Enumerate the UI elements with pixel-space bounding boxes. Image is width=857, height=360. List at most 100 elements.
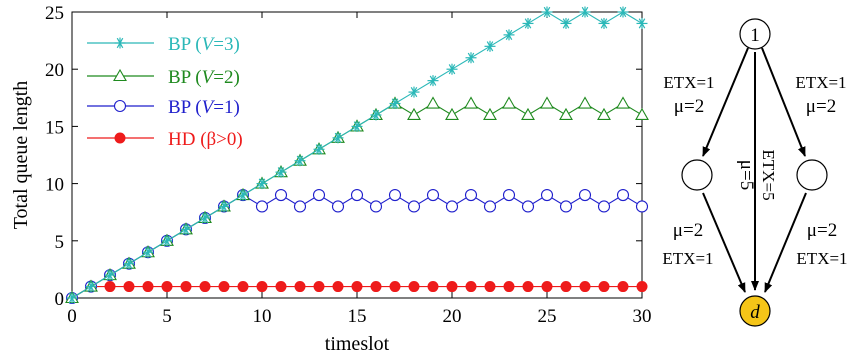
edge-label-bottom-left-mu: μ=2 [673, 220, 703, 241]
data-point [256, 178, 268, 190]
data-point [104, 281, 116, 293]
data-point [237, 189, 249, 201]
data-point [199, 212, 211, 224]
data-point [370, 281, 382, 293]
data-point [635, 200, 649, 213]
data-point [597, 107, 611, 121]
edge-right-dest [764, 192, 807, 293]
data-point [579, 6, 591, 18]
data-point [294, 281, 306, 293]
edge-label-middle-mu: μ=5 [736, 160, 757, 190]
x-tick-label: 5 [162, 306, 172, 327]
data-point [407, 107, 421, 121]
data-point [256, 281, 268, 293]
data-point [484, 40, 496, 52]
y-tick-label: 0 [55, 289, 65, 310]
y-tick-label: 10 [45, 175, 64, 196]
data-point [218, 200, 230, 212]
data-point [389, 98, 401, 110]
edge-source-left [702, 47, 749, 157]
data-point [465, 281, 477, 293]
data-point [161, 281, 173, 293]
data-point [85, 281, 97, 293]
destination-node [739, 295, 771, 327]
y-tick-label: 20 [45, 60, 64, 81]
data-point [274, 188, 288, 202]
edge-label-top-right-etx: ETX=1 [795, 73, 846, 92]
data-point [389, 281, 401, 293]
queue-length-chart: 0 5 10 15 20 25 0 5 10 15 20 25 30 timeslot Total q… [10, 3, 652, 355]
edge-source-right [761, 47, 806, 157]
data-point [275, 281, 287, 293]
data-point [351, 281, 363, 293]
data-point [559, 107, 573, 121]
data-point [503, 29, 515, 41]
data-point [617, 6, 629, 18]
data-point [427, 75, 439, 87]
data-point [540, 188, 554, 202]
data-point [161, 235, 173, 247]
data-point [483, 107, 497, 121]
data-point [521, 107, 535, 121]
data-point [199, 281, 211, 293]
data-point [332, 132, 344, 144]
data-point [522, 281, 534, 293]
edge-label-middle-etx: ETX=5 [759, 149, 778, 200]
data-point [560, 281, 572, 293]
data-point [369, 200, 383, 213]
data-point [123, 258, 135, 270]
legend-entry-2: BP (V=2) [87, 67, 240, 88]
x-tick-label: 25 [538, 306, 557, 327]
data-point [522, 17, 534, 29]
data-point [617, 281, 629, 293]
data-point [293, 200, 307, 213]
edge-label-bottom-right-mu: μ=2 [807, 220, 837, 241]
y-tick-label: 25 [45, 3, 64, 24]
data-point [180, 223, 192, 235]
data-point [142, 246, 154, 258]
y-tick-label: 5 [55, 232, 65, 253]
data-point [465, 52, 477, 64]
data-point [597, 200, 611, 213]
data-point [407, 200, 421, 213]
data-point [540, 96, 554, 109]
data-point [502, 96, 516, 109]
data-point [218, 281, 230, 293]
data-point [388, 188, 402, 202]
data-point [560, 17, 572, 29]
series-1 [66, 6, 648, 304]
edge-label-bottom-left-etx: ETX=1 [662, 249, 713, 268]
legend-entry-3: BP (V=1) [87, 97, 240, 118]
edge-left-dest [702, 192, 746, 293]
data-point [578, 188, 592, 202]
data-point [313, 143, 325, 155]
data-point [636, 17, 648, 29]
data-point [636, 281, 648, 293]
data-point [598, 281, 610, 293]
data-point [427, 281, 439, 293]
data-point [313, 281, 325, 293]
data-point [559, 200, 573, 213]
data-point [484, 281, 496, 293]
x-axis-ticks: 0 5 10 15 20 25 30 [67, 12, 652, 327]
right-relay-node [796, 159, 828, 191]
data-point [541, 281, 553, 293]
data-point [294, 155, 306, 167]
data-point [579, 281, 591, 293]
data-point [541, 6, 553, 18]
data-point [351, 120, 363, 132]
x-tick-label: 30 [633, 306, 652, 327]
data-point [350, 188, 364, 202]
source-node-label: 1 [750, 25, 760, 46]
x-tick-label: 0 [67, 306, 77, 327]
data-point [180, 281, 192, 293]
x-axis-label: timeslot [325, 333, 390, 355]
data-point [66, 292, 78, 304]
data-point [598, 17, 610, 29]
edge-label-top-right-mu: μ=2 [806, 96, 836, 117]
legend-entry-4: HD (β>0) [87, 129, 243, 150]
legend-label: BP (V=3) [168, 34, 240, 55]
data-point [426, 96, 440, 109]
legend-marker [113, 68, 127, 82]
